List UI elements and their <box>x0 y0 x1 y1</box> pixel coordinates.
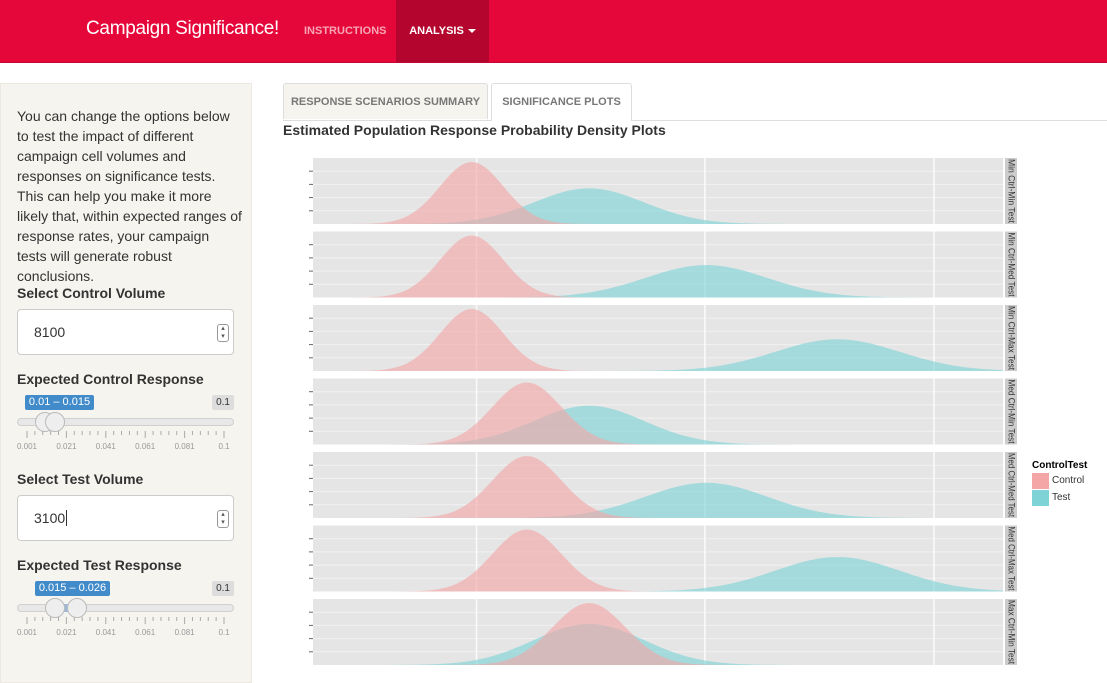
density-area-test <box>313 265 1003 298</box>
control-volume-label: Select Control Volume <box>17 285 166 301</box>
facet-strip <box>1005 158 1017 224</box>
facet-strip-label: Med Ctrl-Min Test <box>1007 380 1017 444</box>
slider-range-value: 0.01 – 0.015 <box>24 395 95 410</box>
slider-track[interactable] <box>17 418 234 426</box>
control-response-label: Expected Control Response <box>17 371 204 387</box>
slider-ticks <box>26 431 225 438</box>
slider-grid-label: 0.1 <box>218 442 230 451</box>
density-area-test <box>313 339 1003 371</box>
facet-strip-label: Med Ctrl-Max Test <box>1007 527 1017 591</box>
slider-grid-label: 0.061 <box>135 628 156 637</box>
density-area-control <box>313 456 1003 518</box>
density-area-control <box>313 235 1003 298</box>
test-volume-value: 3100 <box>34 510 66 526</box>
density-facet-chart: Min Ctrl-Min Test Min Ctrl-Med Test Min Ct… <box>309 158 1017 665</box>
slider-range-value: 0.015 – 0.026 <box>34 581 111 596</box>
slider-ticks <box>26 617 225 624</box>
facet-strip <box>1005 231 1017 298</box>
density-area-test <box>313 557 1003 592</box>
text-cursor <box>66 510 68 526</box>
tab-response-scenarios-summary[interactable]: RESPONSE SCENARIOS SUMMARY <box>283 83 488 119</box>
test-response-slider[interactable]: 0.015 – 0.026 0.1 0.001 0.021 0.041 0.06… <box>17 581 234 651</box>
sidebar: You can change the options below to test… <box>0 83 252 683</box>
facet-strip-label: Min Ctrl-Med Test <box>1007 233 1017 297</box>
slider-max-value: 0.1 <box>212 395 234 410</box>
slider-grid-label: 0.041 <box>95 628 116 637</box>
caret-down-icon <box>467 29 476 34</box>
slider-grid-label: 0.001 <box>16 442 38 451</box>
top-navbar: Campaign Significance! INSTRUCTIONS ANAL… <box>0 0 1107 63</box>
slider-grid-label: 0.081 <box>174 628 195 637</box>
test-response-label: Expected Test Response <box>17 557 182 573</box>
density-area-test <box>313 405 1003 445</box>
legend-key-test <box>1032 490 1049 506</box>
nav-instructions[interactable]: INSTRUCTIONS <box>304 25 387 37</box>
legend-label-test: Test <box>1052 492 1071 503</box>
facet-strip <box>1005 452 1017 518</box>
control-volume-value: 8100 <box>34 324 66 340</box>
plot-title: Estimated Population Response Probabilit… <box>283 122 666 138</box>
tab-bar: RESPONSE SCENARIOS SUMMARY SIGNIFICANCE … <box>283 83 1107 121</box>
test-volume-label: Select Test Volume <box>17 471 144 487</box>
spinner-icon[interactable]: ▴ ▾ <box>217 510 229 528</box>
density-area-control <box>313 382 1003 445</box>
facet-strip <box>1005 305 1017 371</box>
legend-label-control: Control <box>1052 475 1085 486</box>
slider-grid-label: 0.001 <box>16 628 38 637</box>
spinner-icon[interactable]: ▴ ▾ <box>217 324 229 342</box>
legend-title: ControlTest <box>1032 460 1088 471</box>
slider-grid-label: 0.041 <box>95 442 116 451</box>
legend-key-control <box>1032 473 1049 489</box>
facet-strip-label: Max Ctrl-Min Test <box>1007 600 1017 664</box>
nav-analysis-dropdown[interactable]: ANALYSIS <box>396 0 489 62</box>
density-area-control <box>313 162 1003 224</box>
control-volume-input[interactable]: 8100 ▴ ▾ <box>17 309 234 355</box>
density-area-test <box>313 482 1003 518</box>
control-response-slider[interactable]: 0.01 – 0.015 0.1 0.001 0.021 0.041 0.061… <box>17 395 234 465</box>
density-area-control <box>313 309 1003 371</box>
slider-grid-label: 0.081 <box>174 442 195 451</box>
slider-high-handle[interactable] <box>66 598 87 618</box>
facet-strip-label: Min Ctrl-Max Test <box>1007 306 1017 370</box>
facet-strip-label: Min Ctrl-Min Test <box>1007 159 1017 223</box>
facet-strip <box>1005 378 1017 445</box>
slider-grid-label: 0.061 <box>135 442 156 451</box>
nav-analysis-label: ANALYSIS <box>409 25 464 37</box>
facet-strip-label: Med Ctrl-Med Test <box>1007 453 1017 517</box>
facet-strip <box>1005 599 1017 665</box>
sidebar-intro-text: You can change the options below to test… <box>17 108 242 284</box>
facet-strip <box>1005 525 1017 592</box>
legend-item-test: Test <box>1032 490 1107 506</box>
density-area-control <box>313 529 1003 592</box>
legend-item-control: Control <box>1032 473 1107 489</box>
density-area-test <box>313 188 1003 224</box>
slider-track[interactable] <box>17 604 234 612</box>
test-volume-input[interactable]: 3100 ▴ ▾ <box>17 495 234 541</box>
slider-max-value: 0.1 <box>212 581 234 596</box>
tab-significance-plots[interactable]: SIGNIFICANCE PLOTS <box>491 83 632 121</box>
slider-high-handle[interactable] <box>44 412 65 432</box>
brand-title[interactable]: Campaign Significance! <box>86 18 280 39</box>
slider-grid-label: 0.021 <box>56 628 77 637</box>
slider-low-handle[interactable] <box>44 598 65 618</box>
slider-grid-label: 0.1 <box>218 628 230 637</box>
slider-selected-range <box>54 604 77 612</box>
slider-grid-label: 0.021 <box>56 442 77 451</box>
